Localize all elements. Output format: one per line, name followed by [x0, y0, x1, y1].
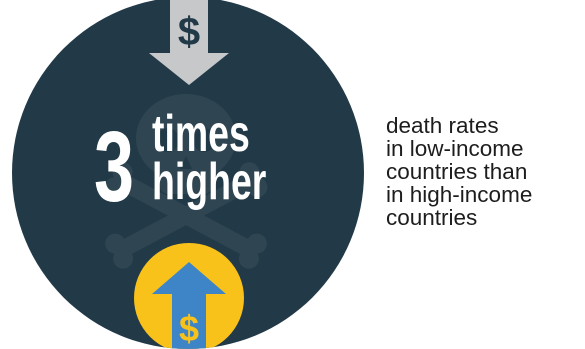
description-line: in low-income	[386, 136, 524, 161]
description-line: countries	[386, 205, 478, 230]
up-arrow	[152, 262, 226, 349]
stat-word-higher: higher	[152, 152, 266, 211]
up-arrow-dollar-symbol: $	[179, 308, 199, 349]
description-line: countries than	[386, 159, 528, 184]
description: death rates in low-income countries than…	[386, 114, 582, 229]
description-line: death rates	[386, 113, 499, 138]
description-line: in high-income	[386, 182, 533, 207]
stat-number: 3	[94, 111, 134, 222]
down-arrow-dollar-symbol: $	[178, 10, 200, 54]
skull-crossbones-icon	[104, 94, 268, 269]
stat-word-times: times	[152, 104, 250, 163]
down-arrow	[149, 0, 229, 85]
